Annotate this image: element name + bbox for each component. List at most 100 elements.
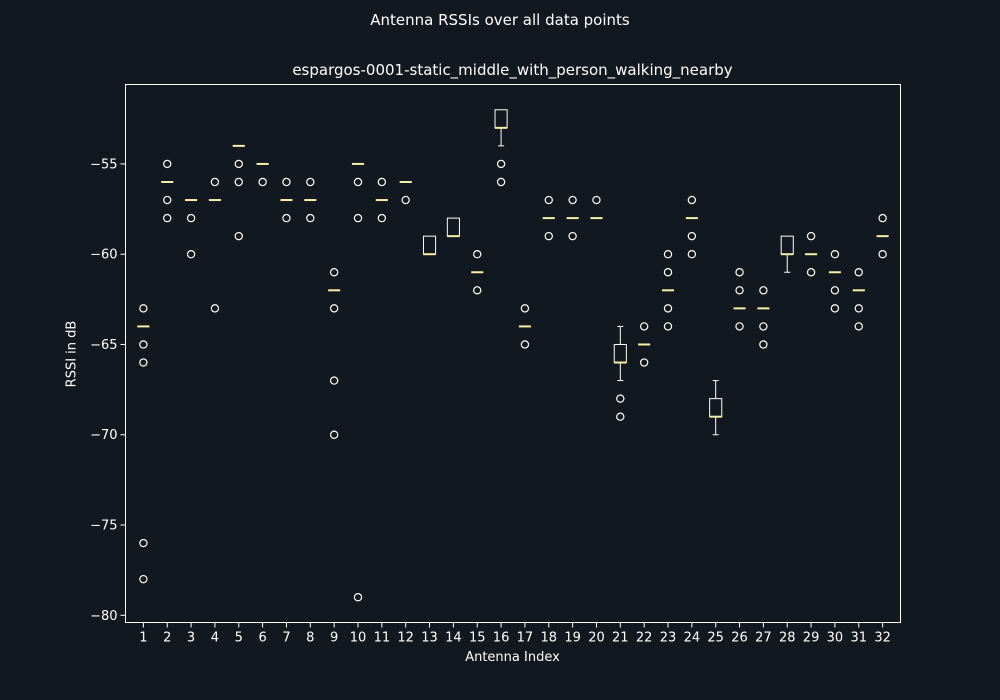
box-series [137, 109, 889, 602]
antenna-box-9 [328, 268, 341, 439]
outlier-point [687, 195, 697, 205]
outlier-point [258, 177, 267, 187]
x-tick-label: 23 [660, 631, 677, 646]
iqr-box [709, 398, 723, 418]
x-axis-label: Antenna Index [465, 650, 560, 665]
x-tick-label: 27 [755, 631, 772, 646]
antenna-box-17 [518, 304, 531, 349]
outlier-point [353, 177, 363, 187]
outlier-point [735, 268, 744, 277]
antenna-box-25 [709, 380, 723, 436]
outlier-point [806, 231, 816, 241]
x-tick-label: 19 [564, 631, 581, 646]
x-tick-label: 1 [139, 631, 147, 646]
x-tick-label: 21 [612, 631, 629, 646]
antenna-box-16 [494, 109, 508, 187]
antenna-box-15 [471, 250, 484, 295]
outlier-point [234, 231, 243, 241]
outlier-point [163, 195, 172, 205]
iqr-box [780, 235, 794, 255]
x-tick-label: 32 [874, 631, 891, 646]
x-tick-label: 13 [421, 631, 438, 646]
antenna-box-19 [566, 195, 579, 241]
outlier-point [234, 159, 243, 169]
iqr-box [613, 343, 627, 364]
outlier-point [759, 286, 768, 295]
x-tick-label: 17 [517, 631, 534, 646]
outlier-point [854, 304, 863, 313]
outlier-point [520, 340, 530, 349]
x-tick-label: 29 [803, 631, 820, 646]
iqr-box [446, 217, 460, 237]
x-tick-label: 14 [445, 631, 462, 646]
outlier-point [544, 231, 553, 241]
antenna-box-26 [733, 268, 746, 331]
x-tick-label: 3 [187, 631, 195, 646]
antenna-box-7 [280, 177, 293, 223]
iqr-box [494, 109, 508, 129]
x-tick-label: 2 [163, 631, 171, 646]
antenna-box-18 [542, 195, 555, 241]
x-tick-label: 10 [350, 631, 367, 646]
outlier-point [496, 177, 506, 187]
outlier-point [639, 322, 649, 331]
outlier-point [830, 286, 840, 295]
antenna-box-31 [852, 268, 865, 331]
outlier-point [806, 268, 816, 277]
antenna-box-11 [375, 177, 388, 223]
outlier-point [139, 358, 148, 367]
outlier-point [759, 322, 768, 331]
antenna-box-13 [422, 235, 437, 256]
y-tick-label: −70 [90, 428, 117, 443]
x-tick-label: 26 [731, 631, 748, 646]
outlier-point [496, 159, 506, 169]
outlier-point [663, 250, 673, 259]
x-axis: 1 2 3 4 5 6 7 8 9 10 11 12 13 14 15 16 17 18 19 20 21 22 23 24 2… [139, 622, 891, 646]
outlier-point [186, 213, 196, 223]
antenna-box-28 [780, 235, 794, 273]
outlier-point [854, 322, 863, 331]
antenna-box-24 [685, 195, 698, 259]
antenna-box-8 [304, 177, 317, 223]
x-tick-label: 30 [827, 631, 844, 646]
x-tick-label: 7 [282, 631, 290, 646]
x-tick-label: 5 [235, 631, 243, 646]
y-axis: −80 −75 −70 −65 −60 −55 [90, 157, 126, 624]
outlier-point [616, 412, 625, 421]
outlier-point [854, 268, 863, 277]
outlier-point [473, 286, 482, 295]
outlier-point [186, 250, 196, 259]
outlier-point [663, 304, 673, 313]
outlier-point [878, 250, 887, 259]
outlier-point [663, 322, 673, 331]
outlier-point [687, 250, 697, 259]
antenna-box-27 [757, 286, 770, 349]
y-tick-label: −65 [90, 338, 117, 353]
antenna-box-14 [446, 217, 460, 238]
x-tick-label: 12 [397, 631, 414, 646]
x-tick-label: 24 [684, 631, 701, 646]
outlier-point [353, 593, 363, 602]
outlier-point [735, 286, 744, 295]
outlier-point [592, 195, 601, 205]
x-tick-label: 28 [779, 631, 796, 646]
antenna-box-2 [161, 159, 174, 223]
x-tick-label: 16 [493, 631, 510, 646]
chart-title: espargos-0001-static_middle_with_person_… [292, 61, 733, 79]
antenna-box-32 [876, 213, 889, 259]
outlier-point [139, 574, 148, 584]
outlier-point [377, 213, 387, 223]
outlier-point [353, 213, 363, 223]
antenna-box-5 [232, 144, 245, 241]
y-tick-label: −80 [90, 609, 117, 624]
y-tick-label: −60 [90, 248, 117, 263]
outlier-point [616, 394, 625, 403]
figure-suptitle: Antenna RSSIs over all data points [370, 11, 630, 29]
antenna-box-12 [399, 180, 412, 205]
outlier-point [282, 213, 291, 223]
outlier-point [687, 231, 697, 241]
outlier-point [139, 304, 148, 313]
outlier-point [663, 268, 673, 277]
antenna-box-3 [185, 199, 198, 259]
x-tick-label: 4 [211, 631, 219, 646]
